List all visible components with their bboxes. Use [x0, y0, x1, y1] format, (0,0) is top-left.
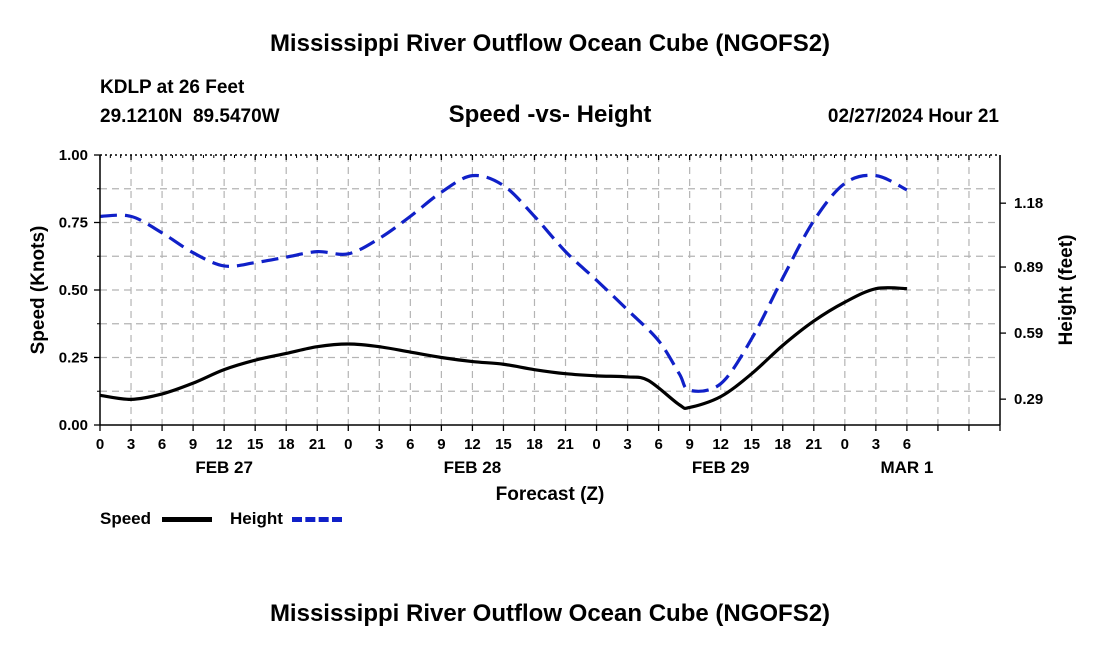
- x-tick-label: 3: [872, 436, 880, 453]
- day-label: FEB 29: [692, 458, 750, 477]
- x-tick-label: 9: [437, 436, 445, 453]
- y2-tick-label: 0.29: [1014, 391, 1043, 408]
- x-tick-label: 3: [375, 436, 383, 453]
- x-tick-label: 6: [158, 436, 166, 453]
- y-tick-label: 1.00: [59, 147, 88, 164]
- x-tick-label: 18: [774, 436, 791, 453]
- x-tick-label: 3: [127, 436, 135, 453]
- x-tick-label: 9: [685, 436, 693, 453]
- x-tick-label: 12: [216, 436, 233, 453]
- x-tick-label: 0: [841, 436, 849, 453]
- x-axis-title: Forecast (Z): [496, 484, 605, 505]
- series-line-speed: [99, 286, 907, 410]
- day-label: MAR 1: [880, 458, 933, 477]
- chart-subtitle: Speed -vs- Height: [448, 101, 652, 128]
- x-tick-label: 3: [623, 436, 631, 453]
- y2-axis-title: Height (feet): [1056, 235, 1077, 346]
- x-tick-label: 21: [309, 436, 326, 453]
- y-axis-title: Speed (Knots): [28, 226, 49, 355]
- y-tick-label: 0.75: [59, 215, 88, 232]
- page-title: Mississippi River Outflow Ocean Cube (NG…: [269, 30, 831, 57]
- x-tick-label: 6: [654, 436, 662, 453]
- x-tick-label: 0: [344, 436, 352, 453]
- legend-height-label: Height: [230, 509, 283, 528]
- axes: [94, 154, 1006, 431]
- y-tick-label: 0.50: [59, 282, 88, 299]
- x-tick-label: 18: [526, 436, 543, 453]
- day-label: FEB 28: [444, 458, 502, 477]
- y2-tick-label: 0.59: [1014, 325, 1043, 342]
- bottom-title: Mississippi River Outflow Ocean Cube (NG…: [269, 600, 831, 627]
- x-tick-label: 6: [406, 436, 414, 453]
- series-lines: [99, 173, 908, 410]
- x-tick-label: 0: [592, 436, 600, 453]
- x-tick-label: 15: [743, 436, 760, 453]
- x-tick-label: 21: [557, 436, 574, 453]
- x-tick-label: 0: [96, 436, 104, 453]
- x-tick-label: 18: [278, 436, 295, 453]
- series-line-height: [99, 173, 908, 393]
- x-tick-label: 12: [464, 436, 481, 453]
- y-tick-label: 0.00: [59, 417, 88, 434]
- grid-lines: [100, 155, 1000, 425]
- station-label: KDLP at 26 Feet: [100, 77, 245, 98]
- y2-tick-label: 0.89: [1014, 259, 1043, 276]
- x-tick-label: 15: [247, 436, 264, 453]
- legend-speed-swatch: [162, 517, 212, 522]
- forecast-datetime: 02/27/2024 Hour 21: [827, 106, 999, 127]
- x-tick-label: 12: [712, 436, 729, 453]
- day-label: FEB 27: [195, 458, 253, 477]
- speed-height-chart: 0 3 6 9 12 15 18 21 0 3 6 9 12 15 18 21 0 3 6 9 12 15 18 21 0 3 6 F…: [28, 147, 1077, 505]
- x-tick-label: 15: [495, 436, 512, 453]
- coordinates-label: 29.1210N 89.5470W: [100, 106, 280, 127]
- x-tick-label: 9: [189, 436, 197, 453]
- axis-labels: 0 3 6 9 12 15 18 21 0 3 6 9 12 15 18 21 0 3 6 9 12 15 18 21 0 3 6 F…: [28, 147, 1077, 505]
- y-tick-label: 0.25: [59, 350, 88, 367]
- y2-tick-label: 1.18: [1014, 195, 1043, 212]
- x-tick-label: 21: [805, 436, 822, 453]
- x-tick-label: 6: [903, 436, 911, 453]
- legend-speed-label: Speed: [100, 509, 152, 528]
- legend-height-swatch: [292, 517, 342, 522]
